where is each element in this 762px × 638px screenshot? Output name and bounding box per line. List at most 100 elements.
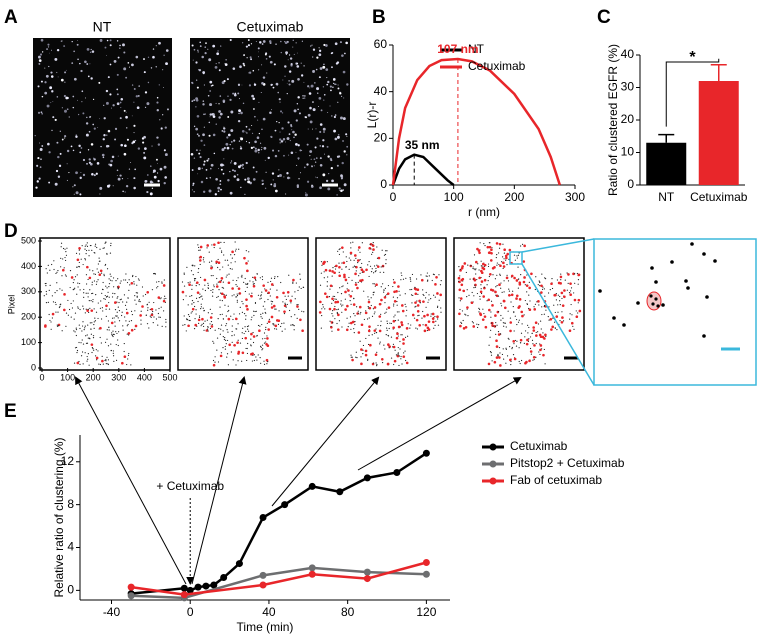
speckle xyxy=(47,43,50,46)
dot xyxy=(487,362,491,366)
speckle xyxy=(117,155,119,157)
dot xyxy=(437,324,440,326)
dot xyxy=(111,317,114,319)
dot xyxy=(357,246,361,249)
dot xyxy=(533,344,536,347)
dot xyxy=(237,323,239,325)
dot xyxy=(137,278,140,280)
speckle xyxy=(241,129,245,133)
speckle xyxy=(103,117,106,120)
point xyxy=(422,449,430,457)
dot xyxy=(81,245,83,247)
speckle xyxy=(289,139,291,142)
dot xyxy=(89,307,91,309)
dot xyxy=(373,332,376,334)
speckle xyxy=(195,61,198,64)
dot xyxy=(212,291,214,293)
dot xyxy=(189,319,191,322)
dot xyxy=(215,260,218,264)
dot xyxy=(358,275,360,277)
speckle xyxy=(137,147,141,150)
dot xyxy=(511,346,513,349)
dot xyxy=(216,337,219,339)
speckle xyxy=(55,169,59,173)
dot xyxy=(425,275,427,277)
speckle xyxy=(223,80,226,83)
dot xyxy=(79,308,81,311)
speckle xyxy=(236,178,240,182)
dot xyxy=(561,297,563,300)
dot xyxy=(578,309,582,313)
speckle xyxy=(132,140,136,144)
dot xyxy=(210,320,213,323)
speckle xyxy=(297,96,300,99)
speckle xyxy=(202,163,206,166)
dot xyxy=(556,329,558,331)
speckle xyxy=(288,54,291,56)
speckle xyxy=(207,94,210,97)
y-tick-label: 0 xyxy=(31,362,36,372)
dot xyxy=(161,282,163,284)
dot xyxy=(367,300,371,304)
speckle xyxy=(89,51,92,54)
dot xyxy=(506,355,509,357)
dot xyxy=(563,295,566,299)
speckle xyxy=(192,182,195,185)
dot xyxy=(503,358,505,360)
speckle xyxy=(212,115,216,119)
dot xyxy=(523,314,525,316)
dot xyxy=(574,282,576,284)
dot xyxy=(528,308,532,311)
speckle xyxy=(123,109,126,112)
dot xyxy=(380,286,382,288)
speckle xyxy=(116,174,118,177)
speckle xyxy=(202,100,205,102)
dot xyxy=(146,304,148,306)
dot xyxy=(246,325,249,328)
dot xyxy=(353,298,355,300)
dot xyxy=(257,354,259,356)
dot xyxy=(83,292,85,294)
speckle xyxy=(286,137,290,141)
speckle xyxy=(302,97,304,99)
dot xyxy=(126,308,128,310)
speckle xyxy=(109,93,112,96)
dot xyxy=(436,292,439,295)
dot xyxy=(419,302,421,304)
dot xyxy=(373,265,376,267)
dot xyxy=(398,311,400,313)
dot xyxy=(120,298,122,300)
dot xyxy=(368,260,370,263)
speckle xyxy=(267,156,270,160)
speckle xyxy=(106,39,109,42)
speckle xyxy=(258,101,260,103)
dot xyxy=(82,321,84,323)
dot xyxy=(416,300,418,302)
speckle xyxy=(322,86,325,88)
dot xyxy=(94,317,96,319)
dot xyxy=(518,319,520,321)
speckle xyxy=(309,106,312,110)
dot xyxy=(513,311,515,314)
dot xyxy=(78,341,80,344)
dot xyxy=(353,331,355,334)
dot xyxy=(502,348,504,350)
dot xyxy=(127,331,131,335)
dot xyxy=(360,268,364,272)
speckle xyxy=(246,132,248,134)
dot xyxy=(85,335,87,337)
speckle xyxy=(264,159,266,161)
dot xyxy=(75,328,78,331)
speckle xyxy=(254,147,257,150)
dot xyxy=(136,295,138,297)
dot xyxy=(139,314,142,317)
speckle xyxy=(325,68,329,71)
speckle xyxy=(253,108,255,110)
speckle xyxy=(45,74,49,78)
dot xyxy=(351,320,355,324)
dot xyxy=(186,318,188,320)
dot xyxy=(383,344,385,346)
speckle xyxy=(81,90,84,93)
dot xyxy=(509,329,512,333)
speckle xyxy=(209,103,213,107)
